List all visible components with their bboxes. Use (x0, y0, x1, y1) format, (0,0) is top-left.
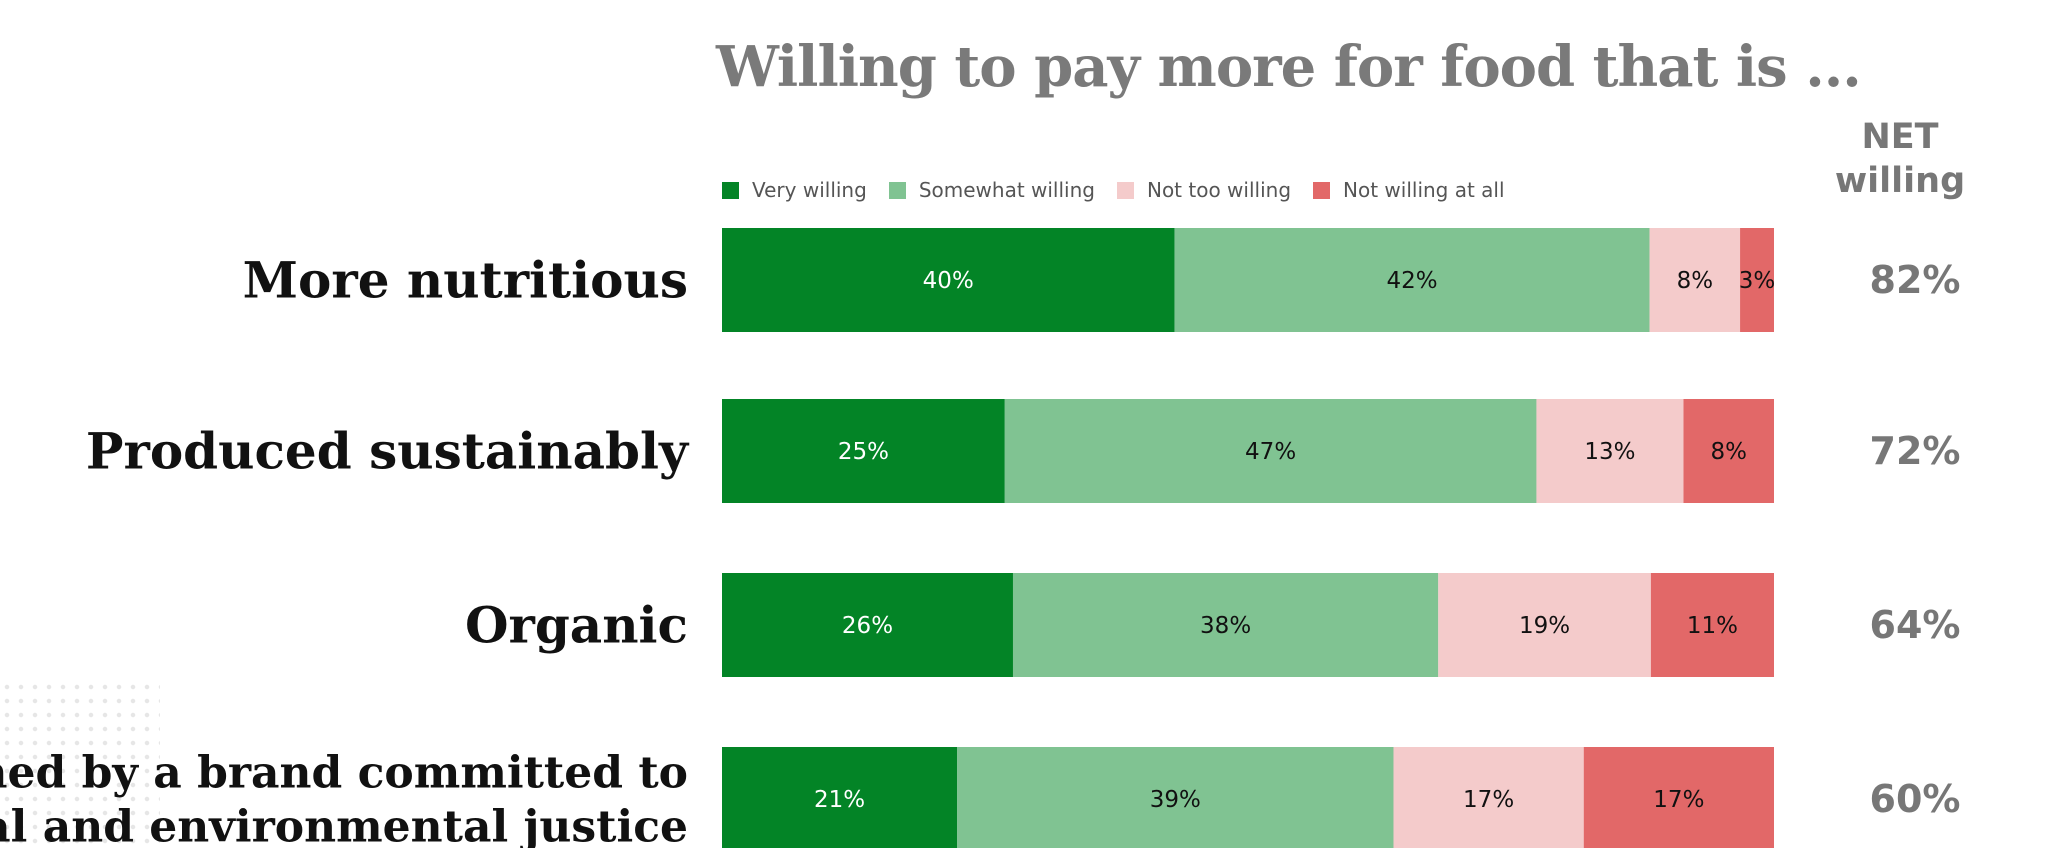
net-header-line1: NET (1861, 117, 1939, 157)
bar-segment-not-too-willing (1649, 228, 1741, 332)
category-label: Produced sustainably (86, 422, 690, 481)
bar-value-label: 25% (838, 439, 889, 465)
category-label-line: Organic (465, 596, 688, 655)
net-willing-header: NET willing (1810, 115, 1990, 203)
bar-segment-very-willing (722, 399, 1005, 503)
legend-label-not-willing-at-all: Not willing at all (1343, 178, 1505, 202)
bar-segment-not-willing-at-all (1683, 399, 1774, 503)
legend-swatch-not-too-willing (1116, 181, 1134, 199)
bar-value-label: 40% (923, 268, 974, 294)
decorative-dot-pattern (0, 680, 160, 848)
category-label: More nutritious (243, 251, 688, 310)
bar-segment-not-too-willing (1536, 399, 1684, 503)
chart-title: Willing to pay more for food that is ... (716, 34, 1862, 100)
bar-value-label: 38% (1200, 613, 1251, 639)
net-header-line2: willing (1834, 161, 1966, 201)
bar-segment-not-too-willing (1393, 747, 1584, 848)
bar-segment-not-willing-at-all (1740, 228, 1774, 332)
bar-segment-very-willing (722, 747, 958, 848)
legend-swatch-somewhat-willing (888, 181, 906, 199)
legend-label-somewhat-willing: Somewhat willing (918, 178, 1095, 202)
legend-swatch-very-willing (722, 181, 739, 199)
bar-value-label: 8% (1677, 268, 1714, 294)
bar-value-label: 19% (1519, 613, 1570, 639)
bar-value-label: 42% (1386, 268, 1437, 294)
bar-value-label: 13% (1584, 439, 1635, 465)
chart-legend: Very willing Somewhat willing Not too wi… (722, 178, 1527, 202)
net-willing-value: 82% (1870, 258, 1961, 302)
legend-item-not-too-willing: Not too willing (1116, 178, 1292, 202)
bar-value-label: 47% (1245, 439, 1296, 465)
bar-segment-not-too-willing (1438, 573, 1651, 677)
bar-value-label: 17% (1653, 787, 1704, 813)
legend-item-not-willing-at-all: Not willing at all (1313, 178, 1505, 202)
category-label-line: More nutritious (243, 251, 688, 310)
bar-value-label: 26% (842, 613, 893, 639)
bar-segment-not-willing-at-all (1583, 747, 1774, 848)
net-willing-value: 72% (1870, 429, 1961, 473)
legend-swatch-not-willing-at-all (1313, 181, 1331, 199)
category-label-line: social and environmental justice (0, 801, 688, 848)
bar-segment-somewhat-willing (957, 747, 1394, 848)
bar-segment-somewhat-willing (1174, 228, 1650, 332)
legend-item-somewhat-willing: Somewhat willing (888, 178, 1095, 202)
net-willing-value: 60% (1870, 777, 1961, 821)
bar-segment-somewhat-willing (1012, 573, 1439, 677)
net-willing-value: 64% (1870, 603, 1961, 647)
bar-value-label: 8% (1711, 439, 1748, 465)
legend-label-very-willing: Very willing (752, 178, 867, 202)
bar-value-label: 21% (814, 787, 865, 813)
bar-segment-not-willing-at-all (1650, 573, 1774, 677)
bar-value-label: 3% (1739, 268, 1776, 294)
bar-value-label: 17% (1463, 787, 1514, 813)
category-label: Organic (465, 596, 688, 655)
bar-value-label: 39% (1150, 787, 1201, 813)
bar-segment-very-willing (722, 228, 1175, 332)
category-label-line: Owned by a brand committed to (0, 747, 688, 798)
category-label-line: Produced sustainably (86, 422, 690, 481)
bar-segment-very-willing (722, 573, 1013, 677)
bar-value-label: 11% (1687, 613, 1738, 639)
bar-segment-somewhat-willing (1004, 399, 1537, 503)
legend-item-very-willing: Very willing (722, 178, 867, 202)
category-label: Owned by a brand committed tosocial and … (0, 747, 688, 848)
legend-label-not-too-willing: Not too willing (1146, 178, 1292, 202)
